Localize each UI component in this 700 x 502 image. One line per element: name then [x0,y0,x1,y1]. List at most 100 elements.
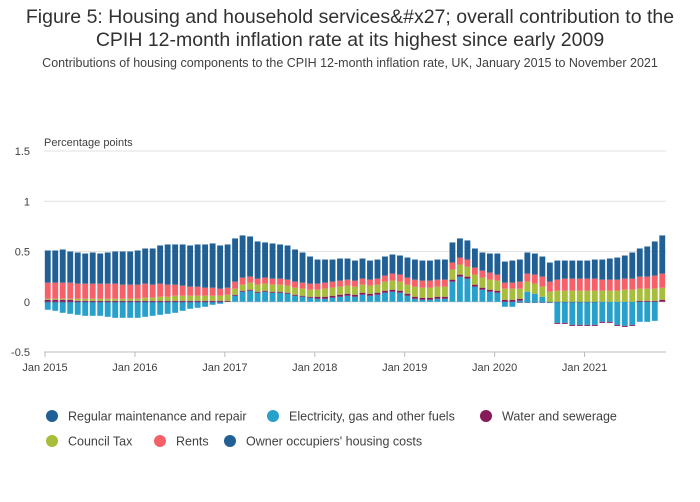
bar-segment[interactable] [644,276,651,289]
bar-segment[interactable] [149,297,156,301]
bar-segment[interactable] [232,294,239,296]
bar-segment[interactable] [172,302,179,313]
bar-segment[interactable] [307,256,313,284]
bar-segment[interactable] [74,300,81,302]
bar-segment[interactable] [187,301,194,303]
bar-segment[interactable] [479,289,486,302]
bar-segment[interactable] [464,259,471,267]
bar-segment[interactable] [644,288,651,301]
bar-segment[interactable] [74,298,81,301]
bar-segment[interactable] [269,291,276,293]
bar-segment[interactable] [486,289,493,292]
bar-segment[interactable] [404,277,411,285]
bar-segment[interactable] [382,275,388,282]
bar-segment[interactable] [74,252,81,284]
bar-segment[interactable] [52,299,59,302]
bar-segment[interactable] [134,302,141,318]
bar-segment[interactable] [239,291,246,302]
bar-segment[interactable] [606,258,613,280]
bar-segment[interactable] [636,248,643,277]
bar-segment[interactable] [464,278,471,302]
bar-segment[interactable] [359,258,366,279]
bar-segment[interactable] [224,287,231,295]
bar-segment[interactable] [269,243,276,279]
bar-segment[interactable] [599,259,606,280]
bar-segment[interactable] [82,298,89,301]
bar-segment[interactable] [172,301,179,303]
bar-segment[interactable] [157,296,164,301]
bar-segment[interactable] [629,252,636,279]
bar-segment[interactable] [277,278,283,285]
bar-segment[interactable] [307,297,313,302]
bar-segment[interactable] [576,290,583,302]
bar-segment[interactable] [292,287,298,295]
bar-segment[interactable] [449,242,456,263]
bar-segment[interactable] [119,301,126,303]
bar-segment[interactable] [659,273,666,288]
bar-segment[interactable] [494,292,501,302]
bar-segment[interactable] [606,321,613,323]
bar-segment[interactable] [59,302,66,313]
bar-segment[interactable] [397,255,403,275]
bar-segment[interactable] [142,302,149,317]
bar-segment[interactable] [164,244,171,285]
bar-segment[interactable] [142,300,149,302]
bar-segment[interactable] [82,300,89,302]
bar-segment[interactable] [591,324,598,326]
bar-segment[interactable] [179,244,186,286]
bar-segment[interactable] [157,301,164,303]
bar-segment[interactable] [194,302,201,308]
bar-segment[interactable] [442,298,448,302]
bar-segment[interactable] [546,301,553,303]
bar-segment[interactable] [187,295,194,301]
bar-segment[interactable] [314,298,321,302]
bar-segment[interactable] [344,285,351,294]
bar-segment[interactable] [44,250,51,283]
bar-segment[interactable] [119,284,126,299]
bar-segment[interactable] [284,285,291,293]
bar-segment[interactable] [591,302,598,325]
bar-segment[interactable] [127,301,134,303]
bar-segment[interactable] [427,297,433,300]
bar-segment[interactable] [427,299,433,302]
bar-segment[interactable] [307,296,313,298]
bar-segment[interactable] [194,286,201,296]
bar-segment[interactable] [479,287,486,290]
bar-segment[interactable] [104,252,111,284]
bar-segment[interactable] [486,291,493,302]
bar-segment[interactable] [621,301,628,326]
bar-segment[interactable] [614,301,621,325]
bar-segment[interactable] [599,321,606,323]
bar-segment[interactable] [606,290,613,302]
bar-segment[interactable] [322,298,328,302]
bar-segment[interactable] [644,301,651,322]
bar-segment[interactable] [329,259,336,282]
bar-segment[interactable] [636,300,643,302]
bar-segment[interactable] [112,251,119,284]
bar-segment[interactable] [509,282,516,289]
bar-segment[interactable] [142,248,149,284]
bar-segment[interactable] [254,241,261,279]
bar-segment[interactable] [232,288,239,295]
bar-segment[interactable] [456,274,463,277]
bar-segment[interactable] [561,260,568,279]
bar-segment[interactable] [284,293,291,302]
bar-segment[interactable] [134,301,141,303]
bar-segment[interactable] [584,301,591,303]
bar-segment[interactable] [584,302,591,325]
bar-segment[interactable] [352,260,358,281]
bar-segment[interactable] [134,300,141,302]
bar-segment[interactable] [531,283,538,294]
bar-segment[interactable] [404,284,411,294]
bar-segment[interactable] [157,283,164,297]
bar-segment[interactable] [524,252,531,274]
bar-segment[interactable] [629,289,636,302]
bar-segment[interactable] [419,280,426,288]
bar-segment[interactable] [314,259,321,284]
bar-segment[interactable] [344,258,351,280]
bar-segment[interactable] [209,300,216,302]
bar-segment[interactable] [569,278,576,291]
bar-segment[interactable] [659,235,666,274]
bar-segment[interactable] [194,300,201,302]
bar-segment[interactable] [434,259,441,280]
